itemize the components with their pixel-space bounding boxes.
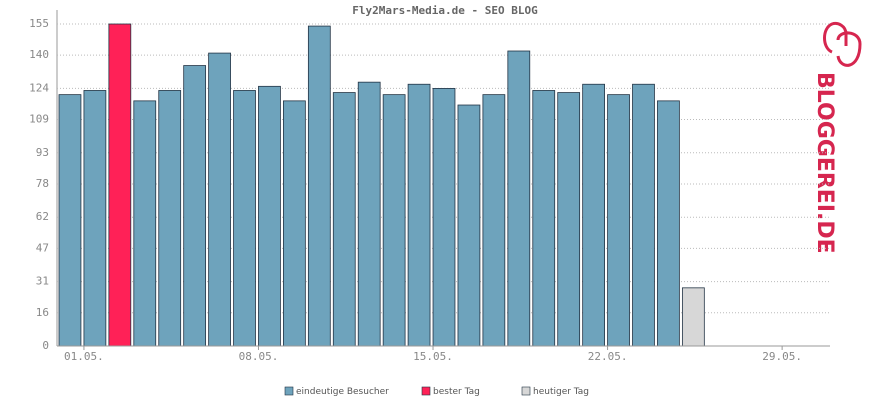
bar <box>507 50 531 347</box>
bar <box>58 94 82 347</box>
bar <box>532 90 556 347</box>
legend: eindeutige Besucher bester Tag heutiger Ta… <box>284 386 589 397</box>
y-tick-label: 31 <box>36 275 49 288</box>
bar <box>482 94 506 347</box>
logo-text: BLOGGEREI.DE <box>812 72 837 254</box>
bar <box>208 52 231 347</box>
y-tick-label: 47 <box>36 241 49 254</box>
x-tick-label: 22.05. <box>588 350 628 363</box>
bar <box>83 90 107 347</box>
bar <box>432 88 456 347</box>
legend-label: bester Tag <box>433 387 480 397</box>
bar <box>407 83 431 347</box>
bar <box>233 90 256 347</box>
chart-title: Fly2Mars-Media.de - SEO BLOG <box>352 4 538 17</box>
y-tick-label: 140 <box>29 48 49 61</box>
logo: BLOGGEREI.DE <box>812 22 862 254</box>
bar <box>108 23 132 347</box>
bar <box>557 92 581 347</box>
y-tick-label: 16 <box>36 306 49 319</box>
bar <box>332 92 356 347</box>
bar <box>357 81 381 347</box>
y-tick-label: 124 <box>29 81 49 94</box>
y-tick-label: 62 <box>36 210 49 223</box>
bar <box>158 90 182 347</box>
bar <box>307 25 331 347</box>
y-tick-label: 0 <box>42 339 49 352</box>
x-tick-label: 08.05. <box>239 350 279 363</box>
legend-swatch <box>521 386 531 396</box>
bar <box>382 94 406 347</box>
y-tick-label: 109 <box>29 113 49 126</box>
legend-swatch <box>284 386 294 396</box>
logo-icon <box>823 22 862 67</box>
y-tick-label: 78 <box>36 177 49 190</box>
bar <box>283 100 306 347</box>
bar <box>133 100 157 347</box>
legend-label: heutiger Tag <box>533 387 589 397</box>
y-tick-label: 155 <box>29 17 49 30</box>
bar <box>681 287 705 347</box>
legend-swatch <box>421 386 431 396</box>
bar <box>632 83 655 347</box>
y-tick-label: 93 <box>36 146 49 159</box>
bar <box>183 65 207 347</box>
bar <box>657 100 680 347</box>
x-tick-label: 15.05. <box>413 350 453 363</box>
bar <box>457 104 481 347</box>
x-tick-label: 01.05. <box>64 350 104 363</box>
bar <box>607 94 630 347</box>
x-tick-label: 29.05. <box>762 350 802 363</box>
bar <box>582 83 605 347</box>
bar <box>258 85 281 347</box>
legend-label: eindeutige Besucher <box>296 387 389 397</box>
